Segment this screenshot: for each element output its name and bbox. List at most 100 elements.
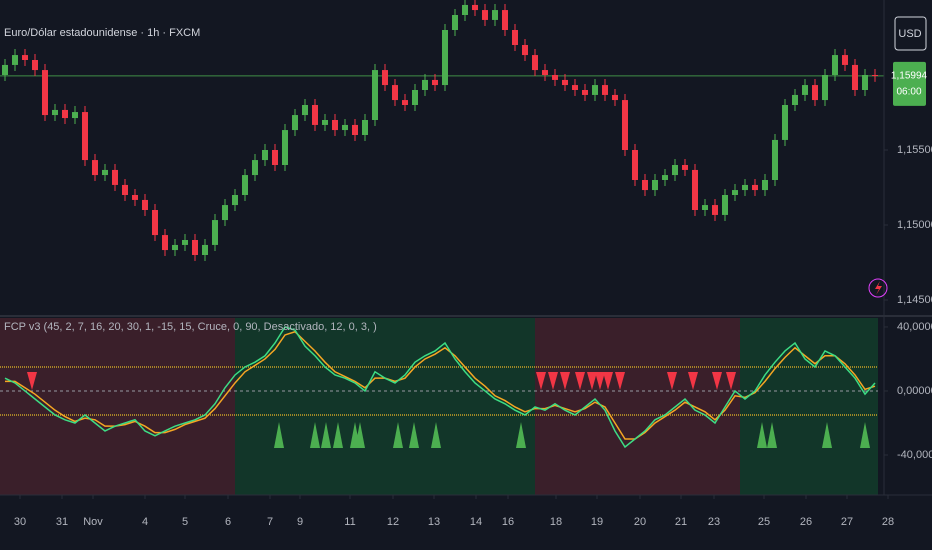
candle-body xyxy=(702,205,708,210)
candle-body xyxy=(472,4,478,11)
candle-body xyxy=(652,180,658,191)
y-tick-label: 1,15500 xyxy=(897,144,932,156)
candle-body xyxy=(842,55,848,65)
candle-body xyxy=(132,195,138,200)
countdown-label: 06:00 xyxy=(896,87,921,98)
alert-icon[interactable] xyxy=(868,278,888,298)
candle-body xyxy=(152,210,158,236)
candle-body xyxy=(282,130,288,165)
y-tick-label: 1,15000 xyxy=(897,219,932,231)
candle-body xyxy=(342,124,348,131)
x-tick-label: 14 xyxy=(470,516,482,528)
candle-body xyxy=(542,70,548,75)
sell-signal xyxy=(712,372,722,390)
candle-body xyxy=(452,15,458,30)
candle-body xyxy=(872,75,878,76)
candle-body xyxy=(822,75,828,101)
y-tick-label: 0,00000 xyxy=(897,385,932,397)
candle-body xyxy=(482,10,488,20)
regime-zone xyxy=(0,318,235,495)
candle-body xyxy=(622,100,628,150)
oscillator-line xyxy=(4,326,876,449)
sell-signal xyxy=(688,372,698,390)
indicator-title: FCP v3 (45, 2, 7, 16, 20, 30, 1, -15, 15… xyxy=(4,321,377,333)
candle-body xyxy=(402,100,408,105)
x-tick-label: 11 xyxy=(344,516,355,528)
oscillator-line xyxy=(5,330,876,440)
x-tick-label: 30 xyxy=(14,516,26,528)
candle-body xyxy=(582,90,588,95)
candle-body xyxy=(662,175,668,180)
x-tick-label: 13 xyxy=(428,516,440,528)
x-tick-label: 6 xyxy=(225,516,231,528)
candle-body xyxy=(502,10,508,31)
sell-signal xyxy=(560,372,570,390)
candle-body xyxy=(412,90,418,105)
candle-body xyxy=(552,75,558,80)
buy-signal xyxy=(516,422,526,448)
buy-signal xyxy=(393,422,403,448)
candle-body xyxy=(442,30,448,86)
candle-body xyxy=(772,139,778,180)
candle-body xyxy=(762,180,768,191)
candle-body xyxy=(82,112,88,161)
candle-body xyxy=(382,70,388,86)
candle-body xyxy=(62,109,68,119)
sell-signal xyxy=(587,372,597,390)
candle-body xyxy=(682,165,688,170)
candle-body xyxy=(492,10,498,20)
candle-body xyxy=(732,190,738,195)
candle-body xyxy=(522,45,528,56)
x-tick-label: 26 xyxy=(800,516,812,528)
x-tick-label: 9 xyxy=(297,516,303,528)
x-tick-label: Nov xyxy=(83,516,103,528)
zones xyxy=(0,318,878,495)
x-tick-label: 31 xyxy=(56,516,68,528)
candle-body xyxy=(332,120,338,131)
marks: 1,15500 1,15000 1,14500 30 31 Nov 4 5 6 7 9 11 12 13 1… xyxy=(0,0,932,528)
x-tick-label: 25 xyxy=(758,516,770,528)
x-tick-label: 5 xyxy=(182,516,188,528)
buy-signal xyxy=(860,422,870,448)
x-tick-label: 4 xyxy=(142,516,148,528)
currency-button[interactable] xyxy=(894,16,927,51)
buy-signal xyxy=(274,422,284,448)
candle-body xyxy=(692,169,698,210)
lightning-icon[interactable] xyxy=(875,281,882,295)
x-tick-label: 21 xyxy=(675,516,687,528)
buy-signal xyxy=(333,422,343,448)
sell-signal xyxy=(536,372,546,390)
x-tick-label: 20 xyxy=(634,516,646,528)
candle-body xyxy=(752,184,758,191)
candle-body xyxy=(672,165,678,176)
candle-body xyxy=(242,175,248,195)
x-tick-label: 7 xyxy=(267,516,273,528)
candle-body xyxy=(812,85,818,101)
regime-zone xyxy=(235,318,535,495)
candle-body xyxy=(512,30,518,45)
candle-body xyxy=(312,105,318,125)
x-tick-label: 18 xyxy=(550,516,562,528)
symbol-title: Euro/Dólar estadounidense · 1h · FXCM xyxy=(4,27,200,39)
candle-body xyxy=(142,199,148,210)
candle-body xyxy=(392,85,398,101)
candle-body xyxy=(222,205,228,221)
buy-signal xyxy=(767,422,777,448)
buy-signal xyxy=(431,422,441,448)
candle-body xyxy=(592,85,598,95)
candle-body xyxy=(2,64,8,75)
candle-body xyxy=(162,235,168,251)
y-tick-label: -40,00000 xyxy=(897,449,932,461)
sell-signal xyxy=(595,372,605,390)
candle-body xyxy=(362,120,368,135)
currency-label[interactable]: USD xyxy=(898,28,921,40)
candle-body xyxy=(372,70,378,120)
buy-signal xyxy=(409,422,419,448)
buy-signal xyxy=(822,422,832,448)
candle-body xyxy=(272,150,278,165)
x-tick-label: 28 xyxy=(882,516,894,528)
y-tick-label: 1,14500 xyxy=(897,294,932,306)
candle-body xyxy=(562,79,568,86)
candle-body xyxy=(322,120,328,125)
